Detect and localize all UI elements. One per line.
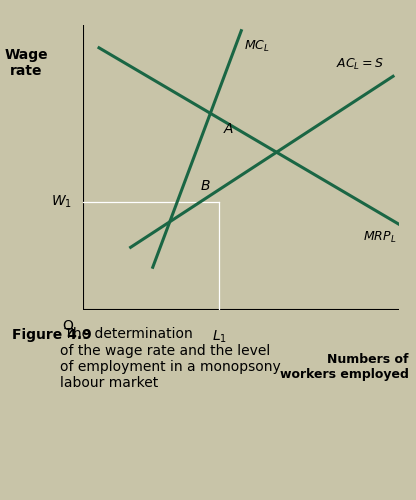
Text: O: O <box>62 318 73 332</box>
Text: $MC_L$: $MC_L$ <box>245 40 270 54</box>
Text: $AC_L = S$: $AC_L = S$ <box>335 57 384 72</box>
Text: $W_1$: $W_1$ <box>51 194 72 210</box>
Text: Wage
rate: Wage rate <box>5 48 48 78</box>
Text: B: B <box>200 179 210 193</box>
Text: Figure 4.9: Figure 4.9 <box>12 328 92 342</box>
Text: The determination
of the wage rate and the level
of employment in a monopsony
la: The determination of the wage rate and t… <box>60 328 281 390</box>
Text: $L_1$: $L_1$ <box>212 328 227 345</box>
Text: A: A <box>224 122 233 136</box>
Text: $MRP_L$: $MRP_L$ <box>363 230 396 246</box>
Text: Numbers of
workers employed: Numbers of workers employed <box>280 353 409 381</box>
